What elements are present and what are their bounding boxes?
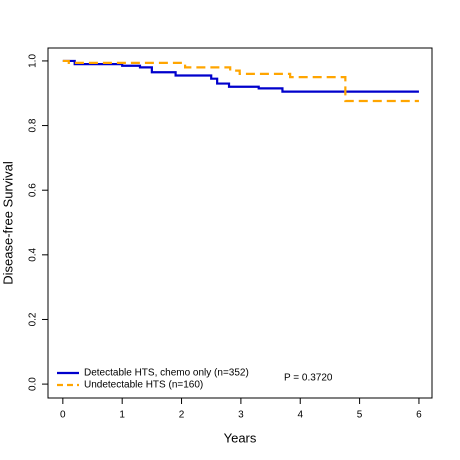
y-tick-label: 0.6 [28,183,39,197]
y-tick-label: 0.0 [28,377,39,391]
x-axis-title: Years [224,430,257,445]
y-axis-title: Disease-free Survival [0,161,15,285]
p-value-annotation: P = 0.3720 [284,373,333,384]
x-tick-label: 5 [357,410,363,421]
x-tick-label: 2 [179,410,185,421]
x-tick-label: 0 [60,410,66,421]
survival-curve [62,59,419,93]
y-tick-label: 0.2 [28,312,39,326]
survival-curve [62,59,419,103]
x-tick-label: 4 [297,410,303,421]
x-tick-label: 3 [238,410,244,421]
plot-frame [47,47,433,399]
x-tick-label: 1 [119,410,125,421]
legend-label: Undetectable HTS (n=160) [84,380,203,391]
legend-label: Detectable HTS, chemo only (n=352) [84,368,249,379]
y-tick-label: 0.4 [28,247,39,261]
y-tick-label: 0.8 [28,118,39,132]
y-tick-label: 1.0 [28,54,39,68]
x-tick-label: 6 [416,410,422,421]
